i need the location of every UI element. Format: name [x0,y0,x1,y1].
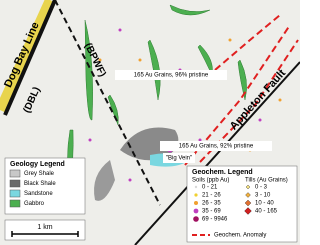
page: Dog Bay Line (DBL) (BPWF) 165 Au Grains,… [0,0,300,245]
legend-subtitle: Tills (Au Grains) [245,178,288,184]
scale-label: 1 km [37,224,52,231]
till-class: 40 - 165 [255,209,278,215]
geology-legend: Geology Legend Grey Shale Black Shale Sa… [4,157,86,215]
till-symbol [244,207,252,215]
soil-symbol [194,201,198,205]
soil-class: 26 - 35 [202,201,221,207]
soil-class: 69 - 9946 [202,217,228,223]
soil-class: 35 - 69 [202,209,221,215]
till-class: 3 - 10 [255,193,271,199]
dog-bay-line [3,0,57,116]
soil-class: 21 - 26 [202,193,221,199]
legend-item: Black Shale [24,181,56,187]
soil-class: 0 - 21 [202,185,218,191]
soil-classes: 0 - 21 21 - 26 26 - 35 35 - 69 69 - 9946 [193,185,228,223]
scale-bar: 1 km [4,219,86,241]
anomaly-label: Geochem. Anomaly [214,233,266,239]
soil-symbol [194,185,198,189]
till-class: 0 - 3 [255,185,268,191]
till-classes: 0 - 3 3 - 10 10 - 40 40 - 165 [244,184,278,215]
till-symbol [245,184,251,190]
till-symbol [245,192,251,198]
till-class: 10 - 40 [255,201,274,207]
dbl-band [0,0,55,113]
map: Dog Bay Line (DBL) (BPWF) 165 Au Grains,… [0,0,300,245]
legend-item: Grey Shale [24,171,55,177]
legend-title: Geochem. Legend [192,169,253,176]
label-box [115,70,227,80]
bpwf-line [54,0,161,206]
grains-92-label: 165 Au Grains, 92% pristine [179,144,254,150]
soil-symbol [193,208,199,214]
legend-item: Gabbro [24,201,45,207]
legend-subtitle: Soils (ppb Au) [192,178,229,184]
label-box [163,153,195,163]
big-vein-label: "Big Vein" [166,156,192,162]
grains-96-label: 165 Au Grains, 96% pristine [134,73,209,79]
legend-title: Geology Legend [10,161,65,168]
grey-shale [120,127,179,161]
appleton-fault [134,61,300,245]
label-box [160,141,272,151]
legend-item: Sandstone [24,191,53,197]
soil-symbol [193,216,199,222]
grey-shale [94,160,115,201]
geochem-legend: Geochem. Legend Soils (ppb Au) Tills (Au… [186,165,298,243]
till-symbol [244,199,252,207]
soil-symbol [194,193,198,197]
